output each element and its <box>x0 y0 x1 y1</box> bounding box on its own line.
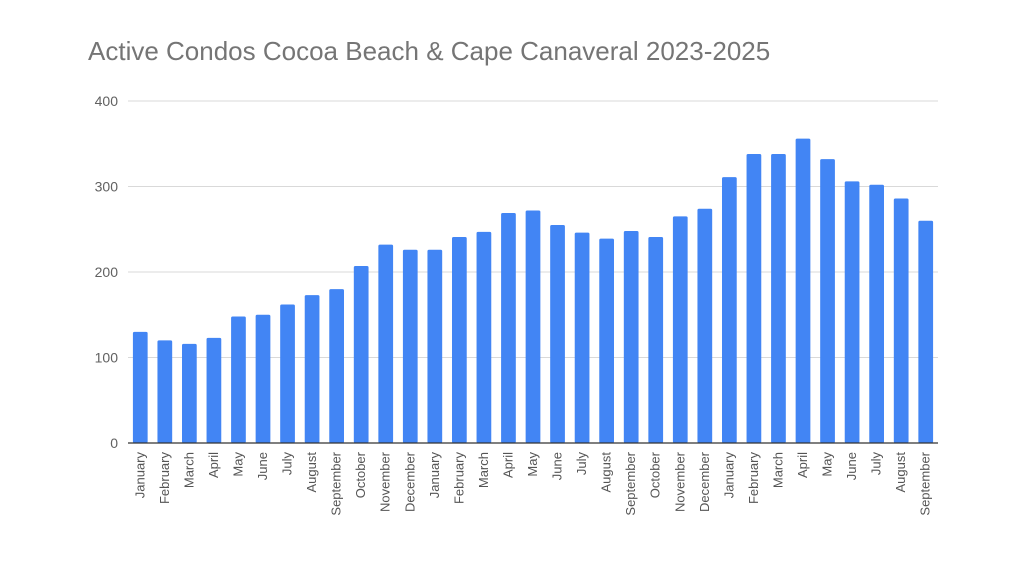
x-tick-label: November <box>378 451 393 512</box>
y-tick-label: 300 <box>95 179 119 195</box>
x-tick-label: September <box>623 451 638 515</box>
bar <box>697 208 713 443</box>
x-tick-label: March <box>770 452 785 488</box>
x-tick-label: February <box>451 452 466 505</box>
bar <box>402 249 418 443</box>
bar <box>918 220 934 443</box>
bar <box>844 181 860 443</box>
x-tick-label: August <box>304 452 319 493</box>
bar <box>452 236 467 443</box>
x-tick-label: May <box>525 452 540 477</box>
bar <box>231 316 246 443</box>
x-tick-label: March <box>181 452 196 488</box>
bar <box>893 198 909 443</box>
x-tick-label: December <box>402 451 417 512</box>
x-tick-label: January <box>132 452 147 499</box>
x-tick-label: February <box>157 452 172 505</box>
y-tick-label: 200 <box>95 264 119 280</box>
x-tick-label: September <box>918 451 933 515</box>
x-tick-label: July <box>280 452 295 476</box>
bar <box>353 266 369 443</box>
x-tick-label: October <box>353 451 368 498</box>
x-tick-label: July <box>574 452 589 476</box>
x-tick-label: April <box>795 452 810 478</box>
x-tick-label: September <box>329 451 344 515</box>
bar <box>206 337 222 443</box>
y-tick-label: 100 <box>95 350 119 366</box>
x-tick-label: October <box>648 451 663 498</box>
bar <box>623 230 639 443</box>
bar <box>427 249 443 443</box>
bar <box>329 289 344 443</box>
x-tick-label: April <box>500 452 515 478</box>
chart-title: Active Condos Cocoa Beach & Cape Canaver… <box>88 36 771 66</box>
x-tick-label: August <box>893 452 908 493</box>
bar <box>476 231 492 443</box>
x-tick-label: March <box>476 452 491 488</box>
x-tick-label: January <box>427 452 442 499</box>
bar <box>599 238 614 443</box>
x-tick-label: November <box>672 451 687 512</box>
bar <box>722 177 737 443</box>
bar <box>672 216 688 443</box>
bar <box>820 159 835 443</box>
bar <box>255 314 271 443</box>
x-tick-label: July <box>869 452 884 476</box>
bar <box>795 138 811 443</box>
x-tick-label: January <box>721 452 736 499</box>
bar <box>132 331 148 443</box>
bar <box>280 304 295 443</box>
bar <box>771 154 786 443</box>
y-tick-label: 400 <box>95 93 119 109</box>
bar <box>869 184 884 444</box>
bar <box>746 154 762 443</box>
x-tick-label: June <box>255 452 270 480</box>
x-tick-label: February <box>746 452 761 505</box>
bar <box>550 224 565 443</box>
bar <box>525 210 541 443</box>
x-tick-label: August <box>599 452 614 493</box>
x-tick-label: December <box>697 451 712 512</box>
bar <box>574 232 590 443</box>
x-tick-label: May <box>820 452 835 477</box>
bar <box>378 244 394 443</box>
bar <box>501 213 516 443</box>
bar <box>182 343 197 443</box>
x-tick-label: April <box>206 452 221 478</box>
bar <box>648 236 664 443</box>
x-tick-label: June <box>550 452 565 480</box>
x-tick-label: June <box>844 452 859 480</box>
y-tick-label: 0 <box>110 435 118 451</box>
bar <box>157 340 173 443</box>
bar <box>304 295 320 443</box>
x-tick-label: May <box>230 452 245 477</box>
